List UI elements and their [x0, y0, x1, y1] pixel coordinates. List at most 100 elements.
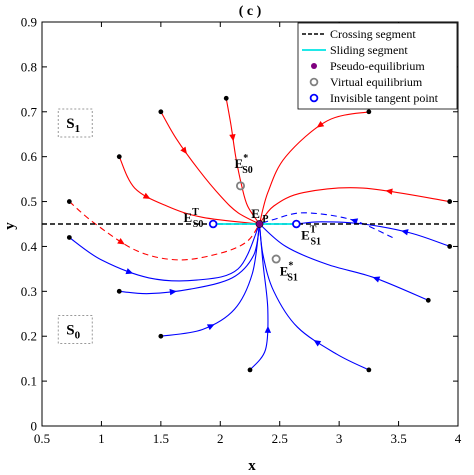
point-label-sub: S1	[287, 273, 298, 284]
tangent-point-marker	[208, 219, 218, 229]
point-label-sup: T	[192, 207, 199, 218]
point-label-main: E	[251, 206, 260, 221]
trajectory-arrowhead	[117, 238, 125, 245]
x-tick-label: 0.5	[34, 431, 50, 446]
trajectory-arrowhead	[316, 120, 325, 128]
trajectory-arrowhead	[125, 268, 134, 275]
initial-point-dot	[366, 109, 372, 115]
y-tick-label: 0.3	[21, 284, 37, 299]
legend-label: Pseudo-equilibrium	[330, 59, 425, 73]
legend-swatch	[311, 63, 317, 69]
region-label-main: S	[66, 116, 74, 132]
y-tick-label: 0.7	[21, 104, 38, 119]
trajectory-s0-9	[160, 223, 261, 337]
initial-point-dot	[66, 199, 72, 204]
pseudo-equilibrium-marker	[255, 220, 264, 228]
trajectory-arrowhead	[350, 218, 359, 225]
x-tick-label: 1.5	[153, 431, 169, 446]
tangent-point-marker	[292, 219, 301, 229]
y-axis-label: y	[2, 222, 18, 230]
trajectory-arrowhead	[169, 288, 177, 296]
initial-point-dot	[447, 199, 453, 204]
point-label-sup: *	[288, 261, 293, 272]
region-label: S0	[66, 322, 80, 341]
trajectory-s1-4	[258, 111, 370, 225]
initial-point-dot	[223, 95, 229, 101]
point-label-sup: *	[243, 153, 248, 164]
point-label: ET S1	[301, 225, 321, 248]
axes-layer: 0.5 1 1.5 2 2.5 3 3.5 4 0 0.1 0.2 0.3 0.4 0.5 0.6 0.7 0.…	[21, 15, 462, 447]
trajectory-s1-1	[160, 111, 260, 225]
trajectory-arrowhead	[264, 325, 272, 333]
point-label-main: E	[280, 264, 289, 279]
point-label: ET S0	[183, 207, 203, 230]
trajectory-s1-2	[225, 98, 260, 225]
y-tick-label: 0.2	[21, 329, 37, 344]
x-axis-label: x	[248, 458, 256, 474]
region-label-sub: 0	[75, 329, 81, 341]
region-label-sub: 1	[75, 123, 81, 135]
legend-label: Invisible tangent point	[330, 91, 439, 105]
point-label: E* S1	[280, 261, 298, 284]
x-tick-label: 1	[98, 431, 105, 446]
region-label-main: S	[66, 322, 74, 338]
initial-point-dot	[116, 154, 122, 160]
trajectory-s1-5	[259, 187, 450, 225]
initial-point-dot	[247, 367, 253, 373]
trajectory-s0-7	[68, 223, 260, 282]
trajectory-arrowhead	[142, 192, 151, 199]
legend-box	[297, 22, 458, 110]
initial-point-dot	[447, 244, 453, 249]
trajectory-arrowhead	[229, 133, 236, 142]
region-label: S1	[66, 116, 80, 135]
point-label: E* S0	[235, 153, 253, 176]
initial-point-dot	[158, 109, 164, 115]
x-tick-label: 2	[217, 431, 224, 446]
y-tick-label: 0.1	[21, 374, 37, 389]
trajectory-arrowhead	[313, 339, 322, 347]
legend-swatch	[309, 77, 319, 87]
virtual-equilibrium-marker	[235, 181, 245, 191]
x-tick-label: 4	[455, 431, 462, 446]
region-label-box	[57, 108, 93, 138]
initial-point-dot	[66, 235, 72, 240]
y-tick-label: 0.8	[21, 59, 37, 74]
legend-label: Sliding segment	[330, 43, 408, 57]
point-label-sub: S0	[193, 219, 204, 230]
trajectory-arrowhead	[180, 146, 187, 155]
legend: Crossing segment Sliding segment Pseudo-eq…	[297, 22, 458, 110]
point-label: E P	[251, 206, 268, 225]
trajectory-s0-12	[259, 223, 429, 301]
point-label-main: E	[235, 156, 244, 171]
y-tick-label: 0.4	[21, 239, 38, 254]
y-tick-label: 0.5	[21, 194, 37, 209]
equilibrium-points-layer	[208, 181, 301, 264]
trajectory-arrowhead	[385, 188, 393, 195]
trajectory-arrowhead	[206, 324, 215, 331]
trajectory-arrowhead	[372, 276, 381, 283]
trajectory-s1-3	[118, 156, 260, 225]
legend-label: Crossing segment	[330, 27, 416, 41]
trajectory-layer	[66, 95, 453, 373]
legend-swatch	[309, 93, 319, 103]
y-tick-label: 0.9	[21, 15, 37, 30]
x-tick-label: 2.5	[272, 431, 288, 446]
point-label-sub: P	[260, 214, 269, 225]
point-label-sup: T	[310, 225, 317, 236]
region-label-box	[57, 314, 93, 344]
initial-point-dot	[366, 367, 372, 373]
x-tick-label: 3	[336, 431, 343, 446]
point-label-main: E	[301, 228, 310, 243]
trajectory-s0-11	[258, 223, 370, 371]
initial-point-dot	[158, 333, 164, 339]
point-label-sub: S0	[242, 165, 253, 176]
x-tick-label: 3.5	[390, 431, 406, 446]
initial-point-dot	[116, 288, 122, 294]
point-label-sub: S1	[310, 237, 321, 248]
y-tick-label: 0.6	[21, 149, 38, 164]
trajectory-s1-6	[68, 201, 260, 261]
trajectory-arrowhead	[401, 229, 409, 236]
legend-label: Virtual equilibrium	[330, 75, 423, 89]
point-label-main: E	[183, 210, 192, 225]
